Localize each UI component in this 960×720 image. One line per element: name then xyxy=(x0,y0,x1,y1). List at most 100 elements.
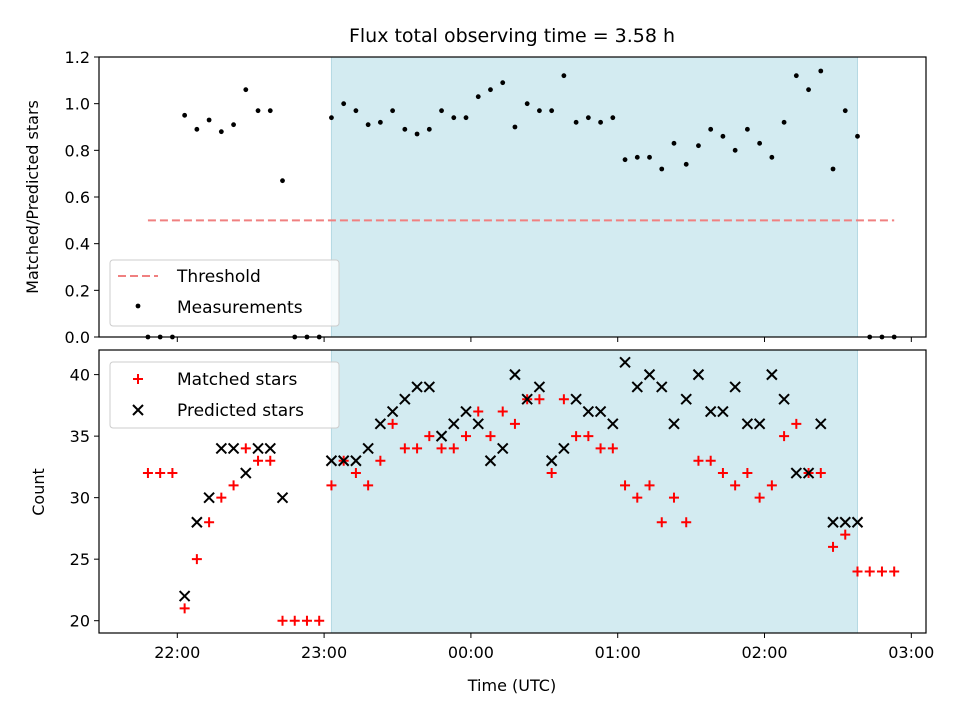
predicted-star-point xyxy=(717,405,729,418)
top-legend: Threshold Measurements xyxy=(109,259,340,327)
measurement-point xyxy=(585,115,591,121)
measurement-point xyxy=(549,108,555,114)
predicted-star-point xyxy=(619,356,631,369)
bottom-y-tick-label: 25 xyxy=(70,550,90,569)
matched-star-point xyxy=(534,394,545,405)
measurement-point xyxy=(402,126,408,132)
measurement-point xyxy=(842,108,848,114)
matched-star-point xyxy=(350,468,361,479)
predicted-star-point xyxy=(656,381,668,393)
predicted-star-point xyxy=(545,455,558,467)
matched-star-point xyxy=(828,541,839,552)
measurement-point xyxy=(488,87,493,93)
measurement-point xyxy=(561,73,567,79)
x-axis-label: Time (UTC) xyxy=(467,676,556,695)
matched-star-point xyxy=(412,443,423,454)
predicted-star-point xyxy=(704,405,717,418)
bottom-observing-window-shade xyxy=(330,349,858,634)
top-y-tick-label: 0.4 xyxy=(65,235,90,254)
predicted-star-point xyxy=(350,455,362,467)
matched-star-point xyxy=(546,468,557,479)
measurement-point xyxy=(793,73,799,79)
bottom-legend: Matched stars Predicted stars xyxy=(109,361,340,429)
measurement-point xyxy=(537,108,542,114)
predicted-star-point xyxy=(215,442,228,455)
measurement-point xyxy=(744,126,750,132)
predicted-star-point xyxy=(472,418,484,430)
predicted-legend-label: Predicted stars xyxy=(177,401,304,421)
predicted-star-point xyxy=(191,516,203,528)
bottom-y-tick-label: 35 xyxy=(70,427,90,446)
top-observing-window-shade xyxy=(330,56,858,338)
matched-star-point xyxy=(375,455,386,466)
matched-star-point xyxy=(265,455,276,466)
matched-star-point xyxy=(754,492,765,503)
matched-legend-swatch xyxy=(133,374,143,384)
predicted-star-point xyxy=(178,590,191,602)
top-x-ticks xyxy=(176,337,912,342)
predicted-star-point xyxy=(741,418,754,430)
predicted-star-point xyxy=(558,442,570,455)
bottom-y-tick-label: 30 xyxy=(70,489,90,508)
matched-star-point xyxy=(461,431,472,442)
matched-star-point xyxy=(693,455,704,466)
predicted-star-point xyxy=(276,491,289,504)
matched-star-point xyxy=(216,492,227,503)
top-y-ticks: 0.0 0.2 0.4 0.6 0.8 1.0 1.2 xyxy=(65,48,99,347)
top-axes-frame xyxy=(98,56,927,338)
top-y-tick-label: 1.2 xyxy=(65,48,90,67)
matched-star-point xyxy=(253,455,264,466)
predicted-star-point xyxy=(839,516,851,528)
matched-star-point xyxy=(656,517,667,528)
matched-star-point xyxy=(326,480,337,491)
measurement-point xyxy=(781,119,787,125)
measurement-point xyxy=(573,119,579,125)
predicted-legend-swatch xyxy=(132,404,144,416)
top-y-tick-label: 0.8 xyxy=(65,141,90,160)
measurement-point xyxy=(830,166,836,172)
measurement-point xyxy=(769,154,775,160)
measurement-point xyxy=(647,154,652,160)
bottom-y-tick-label: 40 xyxy=(70,366,90,385)
matched-star-point xyxy=(558,394,569,405)
matched-star-point xyxy=(815,468,826,479)
measurement-point xyxy=(426,126,432,132)
measurements-legend-swatch xyxy=(135,303,141,309)
measurement-point xyxy=(414,131,420,137)
predicted-star-point xyxy=(227,442,240,455)
matched-star-point xyxy=(436,443,447,454)
matched-star-point xyxy=(167,468,178,479)
predicted-star-point xyxy=(631,381,643,393)
top-y-tick-label: 0.0 xyxy=(65,328,90,347)
predicted-star-point xyxy=(399,393,411,405)
bottom-legend-box xyxy=(109,361,340,429)
predicted-star-point xyxy=(325,455,338,467)
measurements-legend-label: Measurements xyxy=(177,298,303,318)
matched-star-point xyxy=(730,480,741,491)
x-tick-label: 03:00 xyxy=(888,643,934,662)
measurement-point xyxy=(329,115,334,121)
measurement-point xyxy=(353,108,359,114)
measurement-point xyxy=(194,126,200,132)
predicted-star-point xyxy=(533,381,546,393)
chart-title: Flux total observing time = 3.58 h xyxy=(349,25,675,47)
measurement-point xyxy=(218,129,224,135)
measurement-point xyxy=(659,166,665,172)
measurement-point xyxy=(708,126,714,132)
measurement-point xyxy=(280,178,285,184)
matched-star-point xyxy=(509,418,520,429)
matched-star-point xyxy=(155,468,166,479)
predicted-star-point xyxy=(252,442,264,455)
matched-legend-label: Matched stars xyxy=(177,370,297,390)
predicted-star-point xyxy=(509,368,521,381)
measurement-point xyxy=(451,115,457,121)
measurement-point xyxy=(512,124,518,130)
bottom-axes-frame xyxy=(98,349,927,634)
matched-star-point xyxy=(228,480,239,491)
matched-star-point xyxy=(620,480,631,491)
matched-star-point xyxy=(766,480,777,491)
predicted-star-point xyxy=(594,405,607,418)
measurement-point xyxy=(182,112,188,118)
measurement-point xyxy=(622,157,628,163)
matched-star-point xyxy=(742,468,753,479)
